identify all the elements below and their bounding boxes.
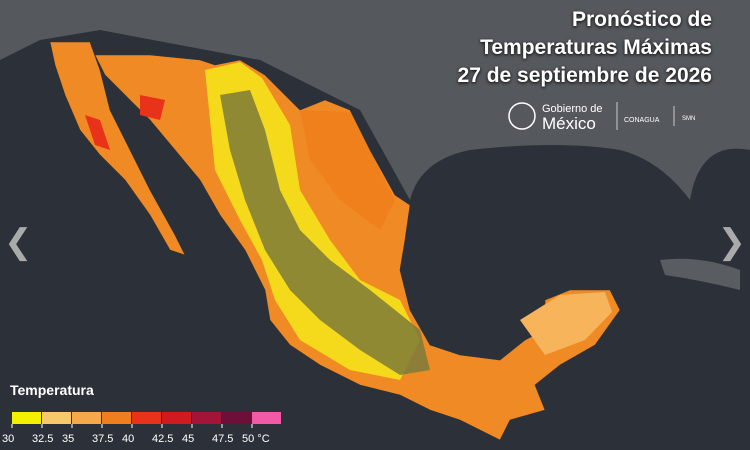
logo-text: Gobierno de	[542, 103, 603, 115]
logo-gobierno: Gobierno de México CONAGUA SMN	[508, 102, 695, 133]
legend-swatch	[162, 412, 191, 424]
legend-swatch	[102, 412, 131, 424]
legend-tick-label: 32.5	[32, 433, 53, 445]
baja-california	[49, 41, 186, 256]
title-line: Temperaturas Máximas	[480, 36, 712, 59]
legend-swatch	[132, 412, 161, 424]
title-line: 27 de septiembre de 2026	[457, 64, 712, 87]
land-north	[0, 0, 750, 200]
yucatan	[520, 292, 612, 355]
legend-tick-label: 50 °C	[242, 433, 270, 445]
legend-swatch	[192, 412, 221, 424]
legend-tick-label: 42.5	[152, 433, 173, 445]
hot-spot	[140, 95, 165, 120]
cuba	[660, 258, 740, 290]
legend-swatch	[252, 412, 281, 424]
north-east	[300, 110, 395, 230]
highlands	[220, 90, 430, 375]
seal	[508, 102, 536, 130]
logo-text: CONAGUA	[624, 117, 660, 124]
prev-arrow[interactable]: ❮	[4, 223, 33, 261]
legend-tick-label: 47.5	[212, 433, 233, 445]
logo-text: SMN	[682, 116, 695, 122]
legend-swatch	[222, 412, 251, 424]
legend-swatch	[42, 412, 71, 424]
legend-tick-label: 35	[62, 433, 74, 445]
legend-swatch	[12, 412, 41, 424]
title: Pronóstico de Temperaturas Máximas 27 de s…	[458, 6, 712, 90]
legend-tick-label: 45	[182, 433, 194, 445]
legend-tick-label: 37.5	[92, 433, 113, 445]
next-arrow[interactable]: ❯	[717, 223, 747, 261]
legend-swatch	[72, 412, 101, 424]
legend-tick-label: 40	[122, 433, 134, 445]
legend-tick-label: 30	[2, 433, 14, 445]
legend: 30 32.5 35 37.5 40 42.5 45 47.5 50 °C	[2, 412, 281, 445]
title-line: Pronóstico de	[571, 8, 712, 31]
legend-title: Temperatura	[10, 382, 94, 398]
logo-text: México	[542, 114, 596, 133]
hot-spot	[85, 115, 110, 150]
